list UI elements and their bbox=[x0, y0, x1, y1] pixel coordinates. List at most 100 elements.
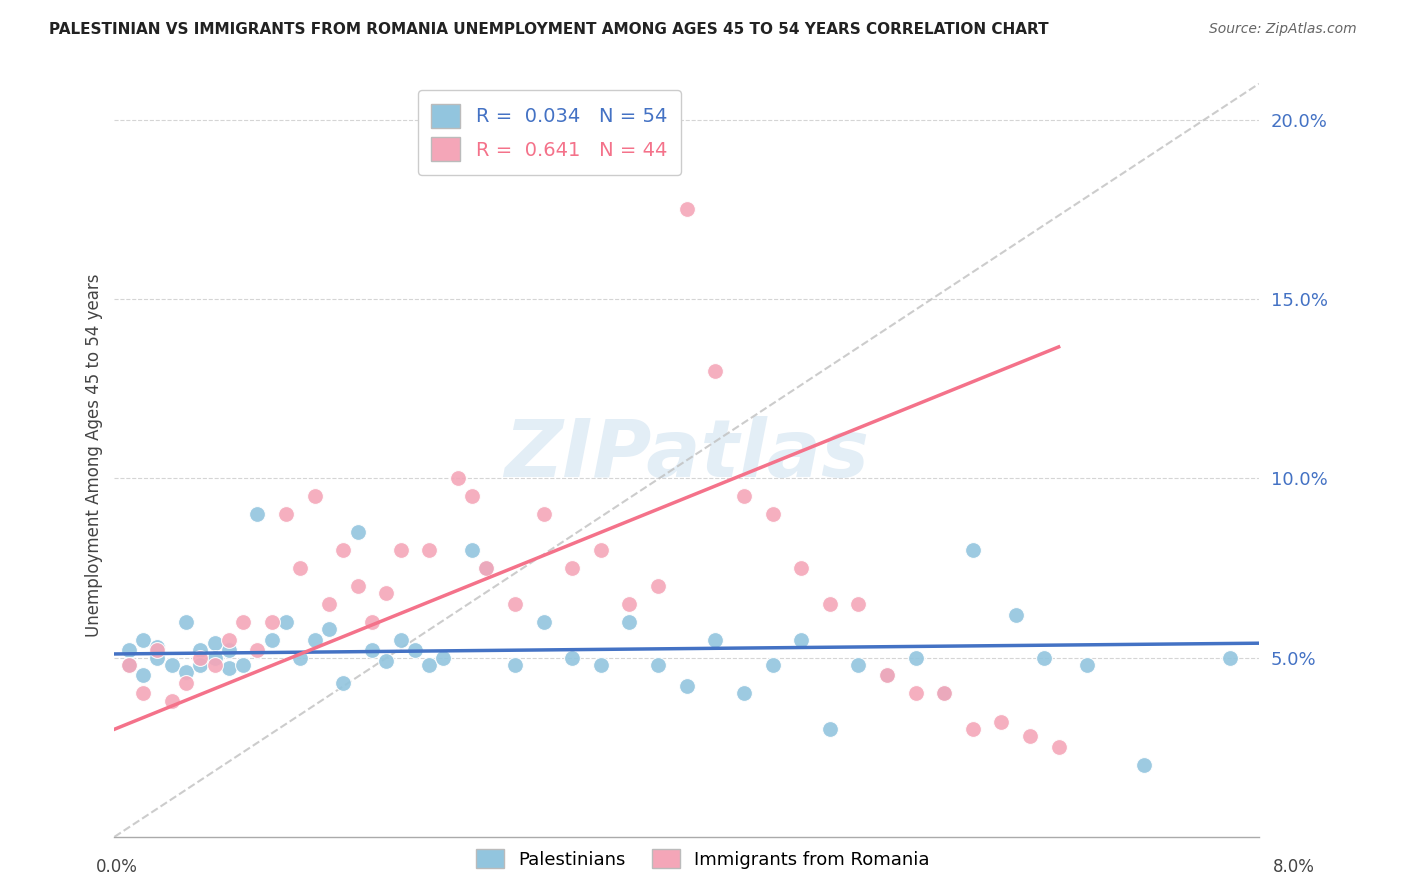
Text: ZIPatlas: ZIPatlas bbox=[505, 416, 869, 494]
Point bbox=[132, 668, 155, 682]
Point bbox=[1019, 730, 1042, 744]
Point bbox=[318, 597, 340, 611]
Point bbox=[346, 524, 368, 539]
Point bbox=[818, 723, 841, 737]
Point bbox=[188, 657, 211, 672]
Point bbox=[260, 632, 283, 647]
Point bbox=[204, 657, 226, 672]
Point bbox=[1219, 650, 1241, 665]
Point bbox=[361, 615, 384, 629]
Point bbox=[447, 471, 470, 485]
Point bbox=[204, 650, 226, 665]
Point bbox=[503, 597, 526, 611]
Point bbox=[118, 657, 141, 672]
Point bbox=[1076, 657, 1098, 672]
Point bbox=[704, 632, 727, 647]
Point bbox=[246, 507, 269, 521]
Point bbox=[934, 686, 956, 700]
Point bbox=[1133, 758, 1156, 772]
Text: PALESTINIAN VS IMMIGRANTS FROM ROMANIA UNEMPLOYMENT AMONG AGES 45 TO 54 YEARS CO: PALESTINIAN VS IMMIGRANTS FROM ROMANIA U… bbox=[49, 22, 1049, 37]
Point bbox=[332, 543, 354, 558]
Point bbox=[274, 507, 297, 521]
Point bbox=[160, 657, 183, 672]
Point bbox=[318, 622, 340, 636]
Point bbox=[418, 543, 440, 558]
Text: 0.0%: 0.0% bbox=[96, 858, 138, 876]
Point bbox=[589, 657, 612, 672]
Point bbox=[290, 561, 312, 575]
Point bbox=[304, 489, 326, 503]
Point bbox=[904, 686, 927, 700]
Point bbox=[304, 632, 326, 647]
Point bbox=[375, 586, 398, 600]
Point bbox=[818, 597, 841, 611]
Point bbox=[533, 507, 555, 521]
Point bbox=[389, 543, 412, 558]
Point bbox=[461, 543, 484, 558]
Point bbox=[461, 489, 484, 503]
Point bbox=[990, 715, 1012, 730]
Point bbox=[846, 657, 869, 672]
Point bbox=[432, 650, 454, 665]
Point bbox=[118, 657, 141, 672]
Y-axis label: Unemployment Among Ages 45 to 54 years: Unemployment Among Ages 45 to 54 years bbox=[86, 273, 103, 637]
Point bbox=[790, 632, 813, 647]
Point bbox=[904, 650, 927, 665]
Point bbox=[346, 579, 368, 593]
Point bbox=[232, 615, 254, 629]
Point bbox=[561, 561, 583, 575]
Point bbox=[274, 615, 297, 629]
Point bbox=[561, 650, 583, 665]
Point bbox=[160, 693, 183, 707]
Point bbox=[675, 679, 697, 693]
Point bbox=[146, 640, 169, 654]
Point bbox=[260, 615, 283, 629]
Point bbox=[619, 615, 641, 629]
Point bbox=[361, 643, 384, 657]
Point bbox=[704, 364, 727, 378]
Point bbox=[761, 507, 783, 521]
Point bbox=[174, 665, 197, 679]
Point bbox=[1047, 740, 1070, 755]
Point bbox=[790, 561, 813, 575]
Point bbox=[876, 668, 898, 682]
Point bbox=[619, 597, 641, 611]
Point bbox=[876, 668, 898, 682]
Point bbox=[589, 543, 612, 558]
Point bbox=[132, 632, 155, 647]
Point bbox=[218, 661, 240, 675]
Point bbox=[1004, 607, 1026, 622]
Point bbox=[146, 650, 169, 665]
Point bbox=[475, 561, 498, 575]
Point bbox=[118, 643, 141, 657]
Legend: Palestinians, Immigrants from Romania: Palestinians, Immigrants from Romania bbox=[470, 842, 936, 876]
Point bbox=[733, 686, 755, 700]
Point bbox=[188, 650, 211, 665]
Point bbox=[733, 489, 755, 503]
Point bbox=[218, 632, 240, 647]
Point bbox=[375, 654, 398, 668]
Point bbox=[475, 561, 498, 575]
Point bbox=[934, 686, 956, 700]
Point bbox=[404, 643, 426, 657]
Point bbox=[1033, 650, 1056, 665]
Point bbox=[761, 657, 783, 672]
Point bbox=[332, 675, 354, 690]
Text: Source: ZipAtlas.com: Source: ZipAtlas.com bbox=[1209, 22, 1357, 37]
Point bbox=[188, 643, 211, 657]
Point bbox=[418, 657, 440, 672]
Point bbox=[846, 597, 869, 611]
Point bbox=[389, 632, 412, 647]
Point bbox=[647, 657, 669, 672]
Point bbox=[290, 650, 312, 665]
Point bbox=[232, 657, 254, 672]
Point bbox=[204, 636, 226, 650]
Point bbox=[962, 723, 984, 737]
Point bbox=[146, 643, 169, 657]
Text: 8.0%: 8.0% bbox=[1272, 858, 1315, 876]
Point bbox=[533, 615, 555, 629]
Point bbox=[174, 675, 197, 690]
Point bbox=[218, 643, 240, 657]
Point bbox=[962, 543, 984, 558]
Point bbox=[675, 202, 697, 217]
